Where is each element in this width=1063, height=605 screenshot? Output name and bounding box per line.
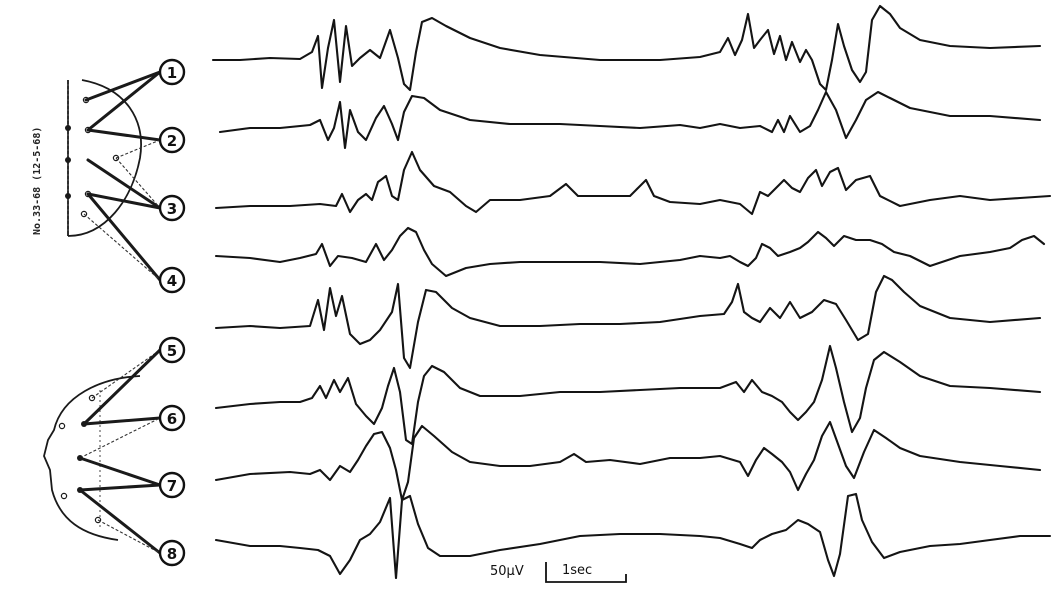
channel-marker-1: 1 — [158, 58, 186, 86]
montage-top — [65, 70, 162, 282]
electrode — [65, 125, 71, 131]
eeg-trace-7 — [214, 420, 1042, 502]
channel-marker-4: 4 — [158, 266, 186, 294]
montage-bottom — [43, 348, 162, 555]
channel-marker-8: 8 — [158, 539, 186, 567]
channel-marker-5: 5 — [158, 336, 186, 364]
electrode — [65, 157, 71, 163]
channel-label-1: 1 — [167, 64, 177, 82]
record-id-label: No.33-68 (12-5-68) — [32, 127, 43, 235]
lead-lines-top — [83, 70, 162, 282]
eeg-trace-3 — [214, 150, 1052, 216]
channel-marker-3: 3 — [158, 194, 186, 222]
calibration-time-label: 1sec — [562, 563, 592, 578]
eeg-traces — [211, 4, 1052, 580]
head-outline-bottom — [43, 375, 141, 541]
channel-label-8: 8 — [167, 545, 177, 563]
channel-marker-2: 2 — [158, 126, 186, 154]
channel-label-3: 3 — [167, 200, 177, 218]
channel-label-6: 6 — [167, 410, 177, 428]
eeg-trace-1 — [211, 4, 1042, 92]
eeg-trace-6 — [214, 344, 1042, 446]
lead-lines-bottom — [78, 348, 162, 555]
calibration-amplitude-label: 50μV — [490, 564, 524, 579]
eeg-trace-8 — [214, 492, 1052, 580]
channel-label-5: 5 — [167, 342, 177, 360]
calibration-marker: 50μV 1sec — [490, 562, 627, 583]
eeg-trace-4 — [214, 226, 1046, 278]
calibration-bar — [545, 562, 627, 583]
channel-label-2: 2 — [167, 132, 177, 150]
channel-label-4: 4 — [167, 272, 177, 290]
eeg-trace-2 — [218, 90, 1042, 150]
eeg-trace-5 — [214, 274, 1042, 370]
channel-marker-6: 6 — [158, 404, 186, 432]
electrode — [58, 422, 66, 430]
channel-markers: 1 2 3 4 5 6 7 8 — [158, 58, 186, 567]
channel-label-7: 7 — [167, 477, 177, 495]
electrode — [65, 193, 71, 199]
electrode — [60, 492, 68, 500]
channel-marker-7: 7 — [158, 471, 186, 499]
